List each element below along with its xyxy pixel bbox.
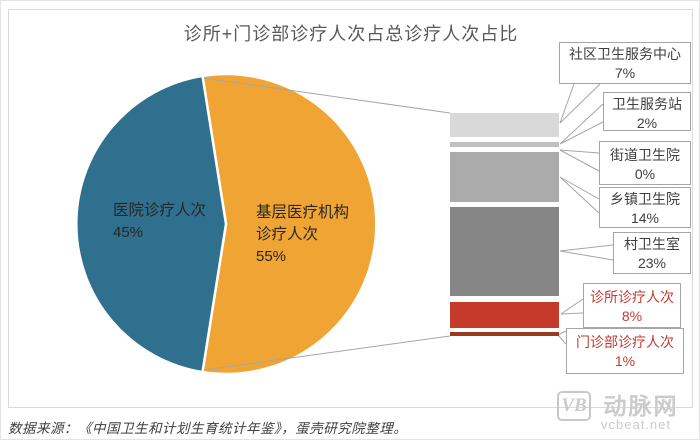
callout-township-hospital-pct: 14% [630,210,660,226]
callout-village-clinic-pct: 23% [637,255,667,271]
callout-health-service-station-label: 卫生服务站 [612,96,682,112]
callout-clinic-visits-label: 诊所诊疗人次 [590,289,674,305]
callout-outpatient-dept-visits: 门诊部诊疗人次 1% [566,328,684,374]
chart-frame-border [8,9,693,408]
watermark-brand-text: 动脉网 [603,393,679,419]
callout-township-hospital: 乡镇卫生院 14% [599,187,691,228]
pie-slice-primary-care [201,72,378,376]
callout-street-hospital: 街道卫生院 0% [599,141,691,185]
callout-community-health-center-pct: 7% [614,65,636,81]
callout-clinic-visits-pct: 8% [621,308,643,324]
pie-label-primary-care-pct: 55% [256,248,287,265]
callout-community-health-center-label: 社区卫生服务中心 [569,46,681,62]
watermark-site-text: vcbeat.net [601,417,671,432]
callout-outpatient-dept-visits-pct: 1% [614,353,636,369]
callout-street-hospital-label: 街道卫生院 [610,147,680,163]
bar-segment-health-service-station [450,142,559,147]
pie-label-hospital: 医院诊疗人次 45% [113,200,233,244]
pie-label-primary-care: 基层医疗机构诊疗人次 55% [256,202,356,268]
callout-outpatient-dept-visits-label: 门诊部诊疗人次 [576,334,674,350]
pie-bar-connector-lines [203,77,451,371]
data-source-note: 数据来源：《中国卫生和计划生育统计年鉴》，蛋壳研究院整理。 [8,421,408,436]
callout-community-health-center: 社区卫生服务中心 7% [559,42,691,84]
pie-label-hospital-name: 医院诊疗人次 [113,202,207,219]
callout-clinic-visits: 诊所诊疗人次 8% [583,283,681,328]
pie-label-primary-care-name: 基层医疗机构诊疗人次 [256,204,350,243]
callout-health-service-station-pct: 2% [636,115,658,131]
vb-logo-icon: VB [557,391,591,421]
chart-title: 诊所+门诊部诊疗人次占总诊疗人次占比 [183,24,519,44]
callout-village-clinic: 村卫生室 23% [613,232,691,274]
callout-leader-lines [557,83,614,345]
pie-slice-hospital [75,74,228,374]
vcbeat-watermark: VB 动脉网 vcbeat.net [557,391,679,432]
callout-township-hospital-label: 乡镇卫生院 [610,191,680,207]
bar-segment-clinic-visits [450,302,559,328]
bar-segment-village-clinic [450,207,559,296]
callout-village-clinic-label: 村卫生室 [624,236,680,252]
bar-segment-township-hospital [450,152,559,202]
bar-segment-outpatient-dept-visits [450,332,559,336]
bar-segment-community-health-center [450,113,559,137]
callout-health-service-station: 卫生服务站 2% [603,92,691,131]
callout-street-hospital-pct: 0% [634,166,656,182]
pie-label-hospital-pct: 45% [113,224,144,241]
